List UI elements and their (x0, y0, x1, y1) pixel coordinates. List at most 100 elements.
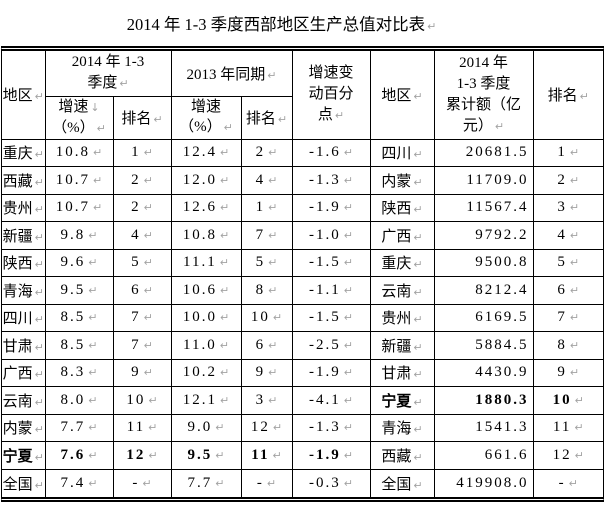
cell-end-mark: ↵ (219, 338, 229, 352)
cell-growth-2014: 9.6 ↵ (44, 248, 114, 277)
cell-end-mark: ↵ (34, 423, 44, 437)
region-name: 云南 (2, 393, 33, 410)
cell-cumulative-amount: 5884.5 (433, 331, 534, 360)
cell-growth-2013: 10.6 ↵ (170, 276, 242, 305)
cell-region-left: 云南 ↵ (2, 386, 46, 415)
growth-value: 11.0 (183, 336, 217, 353)
cell-region-right: 四川 ↵ (369, 138, 435, 167)
header-text: 增速 (58, 98, 89, 115)
amount-value: 20681.5 (465, 144, 529, 161)
change-value: -4.1 (309, 391, 341, 408)
amount-value: 11709.0 (466, 171, 529, 188)
change-value: -1.9 (309, 199, 341, 216)
cell-cumulative-amount: 9792.2 (433, 221, 534, 250)
cell-growth-change: -1.9 ↵ (291, 358, 371, 387)
region-name: 新疆 (2, 228, 33, 245)
amount-value: 661.6 (484, 446, 529, 463)
cell-rank-2013: 8 ↵ (240, 276, 293, 305)
cell-end-mark: ↵ (569, 366, 580, 380)
header-text: 排名 (121, 111, 152, 127)
region-name: 甘肃 (2, 338, 33, 355)
cell-end-mark: ↵ (413, 203, 423, 217)
cell-rank-2014: 2 ↵ (112, 193, 172, 222)
cell-rank-2013: 2 ↵ (240, 138, 293, 167)
cell-end-mark: ↵ (272, 311, 283, 325)
amount-value: 6169.5 (475, 309, 529, 326)
cell-growth-change: -2.5 ↵ (291, 331, 371, 360)
growth-value: 9.8 (60, 226, 86, 243)
cell-end-mark: ↵ (343, 476, 353, 490)
cell-cumulative-amount: 4430.9 (433, 358, 534, 387)
cell-growth-2014: 10.7 ↵ (44, 193, 114, 222)
cell-rank-right: 2 ↵ (532, 166, 604, 195)
cell-rank-2014: 11 ↵ (112, 413, 172, 442)
rank-value: 7 (557, 309, 567, 326)
cell-cumulative-amount: 20681.5 (433, 138, 534, 167)
growth-value: 10.2 (182, 364, 218, 381)
cell-growth-2014: 10.7 ↵ (44, 166, 114, 195)
cell-growth-change: -0.3 ↵ (291, 468, 371, 497)
header-growth-2014: 增速 ↓ （%） ↵ (45, 95, 114, 140)
cell-end-mark: ↵ (34, 285, 44, 299)
cell-growth-change: -1.6 ↵ (291, 138, 371, 167)
change-value: -1.0 (309, 226, 341, 243)
growth-value: 8.0 (60, 391, 86, 408)
cell-end-mark: ↵ (569, 146, 580, 160)
cell-region-left: 全国 ↵ (2, 468, 46, 497)
region-name: 新疆 (381, 338, 412, 355)
cell-growth-2013: 12.1 ↵ (170, 386, 242, 415)
cell-end-mark: ↵ (413, 450, 423, 464)
cell-end-mark: ↵ (143, 366, 153, 380)
cell-end-mark: ↵ (272, 448, 282, 462)
cell-region-right: 全国 ↵ (369, 468, 435, 497)
cell-region-right: 甘肃 ↵ (369, 358, 435, 387)
cell-rank-2013: 5 ↵ (240, 248, 293, 277)
growth-value: 8.5 (60, 309, 86, 326)
change-value: -0.3 (309, 474, 341, 491)
cell-growth-change: -4.1 ↵ (291, 386, 371, 415)
cell-end-mark: ↵ (413, 423, 423, 437)
region-name: 青海 (2, 283, 33, 300)
cell-end-mark: ↵ (268, 228, 278, 242)
cell-cumulative-amount: 8212.4 (433, 276, 534, 305)
growth-value: 8.5 (60, 336, 86, 353)
gdp-comparison-table: 地区 ↵ 2014 年 1-3 季度 ↵ 2013 年同期 ↵ 增速变 动百分 点 ↵ … (2, 51, 604, 497)
rank-value: 3 (557, 199, 567, 216)
cell-region-left: 宁夏 ↵ (2, 441, 46, 470)
cell-growth-2014: 8.0 ↵ (44, 386, 114, 415)
rank-value: 4 (131, 226, 141, 243)
cell-cumulative-amount: 9500.8 (433, 248, 534, 277)
cell-end-mark: ↵ (413, 258, 423, 272)
cell-end-mark: ↵ (413, 230, 423, 244)
cell-end-mark: ↵ (413, 148, 423, 162)
header-rank-2013: 排名 ↵ (240, 95, 293, 140)
cell-rank-2013: 3 ↵ (240, 386, 293, 415)
cell-rank-2014: 6 ↵ (112, 276, 172, 305)
cell-end-mark: ↵ (220, 366, 230, 380)
table-row: 贵州 ↵ 10.7 ↵ 2 ↵ 12.6 ↵ 1 ↵ -1.9 ↵ 陕西 ↵ 11567.4 … (2, 193, 604, 222)
header-text: 增速变 动百分 点 (308, 65, 354, 124)
cell-end-mark: ↵ (88, 421, 98, 435)
change-value: -1.6 (309, 144, 341, 161)
cell-rank-right: 11 ↵ (532, 413, 604, 442)
cell-growth-2013: 12.4 ↵ (170, 138, 242, 167)
cell-cumulative-amount: 1541.3 (433, 413, 534, 442)
cell-rank-right: 4 ↵ (532, 221, 604, 250)
cell-end-mark: ↵ (88, 283, 98, 297)
cell-end-mark: ↵ (569, 283, 580, 297)
table-body: 重庆 ↵ 10.8 ↵ 1 ↵ 12.4 ↵ 2 ↵ -1.6 ↵ 四川 ↵ 20681.5 … (2, 138, 604, 497)
cell-end-mark: ↵ (220, 201, 230, 215)
cell-end-mark: ↵ (268, 338, 278, 352)
table-row: 云南 ↵ 8.0 ↵ 10 ↵ 12.1 ↵ 3 ↵ -4.1 ↵ 宁夏 ↵ 1880.3 1… (2, 386, 604, 415)
header-text: 2014 年 1-3 季度 累计额（亿 元） (446, 54, 522, 134)
growth-value: 12.0 (182, 171, 218, 188)
header-growth-2013: 增速 （%） ↵ (170, 95, 242, 140)
rank-value: 1 (255, 199, 266, 216)
region-name: 贵州 (381, 311, 412, 328)
cell-region-right: 新疆 ↵ (369, 331, 435, 360)
cell-growth-2014: 7.6 ↵ (44, 441, 114, 470)
cell-end-mark: ↵ (343, 421, 353, 435)
region-name: 内蒙 (381, 173, 412, 190)
cell-growth-2013: 9.5 ↵ (170, 441, 242, 470)
region-name: 重庆 (381, 256, 412, 273)
